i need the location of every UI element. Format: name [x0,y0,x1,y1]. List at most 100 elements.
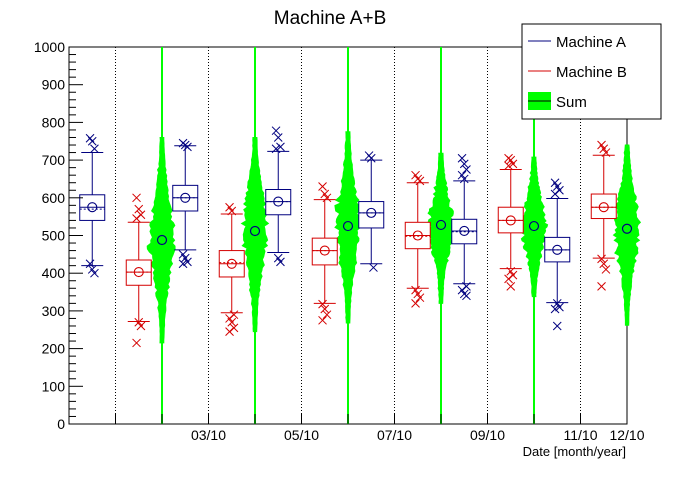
outlier-marker [178,259,188,269]
x-tick-label: 09/10 [470,427,505,443]
y-tick-label: 500 [42,228,66,244]
outlier-marker [320,304,330,314]
legend-entry-machine-a: Machine A [528,34,626,51]
box-mean-marker [552,244,563,255]
legend: Machine A Machine B Sum [521,23,662,120]
outlier-marker [597,282,606,291]
outlier-stroke [183,142,192,152]
sum-violin [612,144,642,326]
sum-mean-marker [435,219,447,231]
outlier-marker [322,310,332,320]
x-tick-label: 07/10 [377,427,412,443]
outlier-marker [271,126,281,136]
outlier-marker [132,214,141,223]
outlier-marker [322,193,332,203]
outlier-stroke [457,153,467,163]
sum-violin [146,137,176,344]
outlier-marker [271,144,281,154]
outlier-stroke [322,310,332,320]
outlier-marker [134,204,144,214]
outlier-stroke [178,249,188,259]
outlier-stroke [132,338,141,348]
outlier-marker [183,142,192,152]
outlier-marker [227,317,237,327]
outlier-marker [415,293,425,303]
outlier-marker [555,302,564,312]
outlier-stroke [411,170,420,180]
outlier-marker [599,259,609,269]
outlier-stroke [180,253,190,263]
outlier-stroke [552,182,562,191]
outlier-stroke [462,291,471,301]
box-mean-marker [180,192,191,203]
legend-entry-sum: Sum [528,92,587,111]
y-tick-label: 200 [42,341,66,357]
outlier-marker [276,142,285,152]
y-tick-label: 100 [42,378,66,394]
outlier-stroke [85,259,95,269]
y-tick-label: 700 [42,152,66,168]
box-machine-b [218,202,245,336]
outlier-stroke [227,206,237,216]
box-mean-marker [226,258,237,269]
outlier-stroke [178,259,188,269]
box-machine-b [125,193,152,348]
outlier-stroke [87,136,97,146]
outlier-stroke [506,282,516,291]
y-tick-label: 900 [42,77,66,93]
outlier-stroke [132,193,141,203]
outlier-stroke [183,257,192,267]
outlier-stroke [369,263,378,272]
outlier-stroke [599,144,609,154]
outlier-marker [508,159,518,169]
outlier-stroke [597,140,606,150]
outlier-marker [183,257,192,267]
outlier-stroke [457,285,467,295]
box-machine-a [265,126,292,267]
outlier-stroke [411,299,420,308]
outlier-marker [90,268,99,278]
box-mean-marker [366,207,377,218]
sum-mean-marker [156,234,168,246]
outlier-stroke [413,289,423,299]
outlier-stroke [552,321,562,331]
outlier-stroke [459,159,469,169]
outlier-stroke [550,178,560,188]
box-iqr [125,259,152,286]
outlier-marker [601,148,611,157]
sum-violin [424,152,456,304]
outlier-stroke [227,317,237,327]
box-machine-b [497,153,524,291]
outlier-marker [225,327,234,336]
outlier-stroke [597,282,606,291]
outlier-stroke [415,176,425,186]
outlier-stroke [504,274,513,284]
y-tick-label: 800 [42,114,66,130]
outlier-marker [366,153,376,163]
outlier-marker [504,274,513,284]
box-machine-b [404,170,431,308]
outlier-stroke [90,268,99,278]
box-mean-marker [319,245,330,256]
outlier-stroke [599,259,609,269]
outlier-stroke [134,204,144,214]
x-tick-label: 05/10 [284,427,319,443]
outlier-stroke [318,299,327,309]
y-tick-label: 400 [42,265,66,281]
outlier-marker [132,193,141,203]
outlier-stroke [90,144,99,154]
outlier-marker [462,165,471,174]
outlier-stroke [415,293,425,303]
outlier-marker [459,174,469,184]
outlier-marker [318,315,327,325]
outlier-marker [411,299,420,308]
legend-label-machine-b: Machine B [556,64,627,81]
outlier-marker [550,304,560,314]
outlier-stroke [85,133,95,143]
outlier-stroke [462,165,471,174]
y-axis: 0 100 200 300 400 500 600 700 800 900 1000 [34,39,83,432]
x-tick-label: 12/10 [609,427,644,443]
outlier-marker [273,133,283,142]
x-tick-label: 03/10 [191,427,226,443]
